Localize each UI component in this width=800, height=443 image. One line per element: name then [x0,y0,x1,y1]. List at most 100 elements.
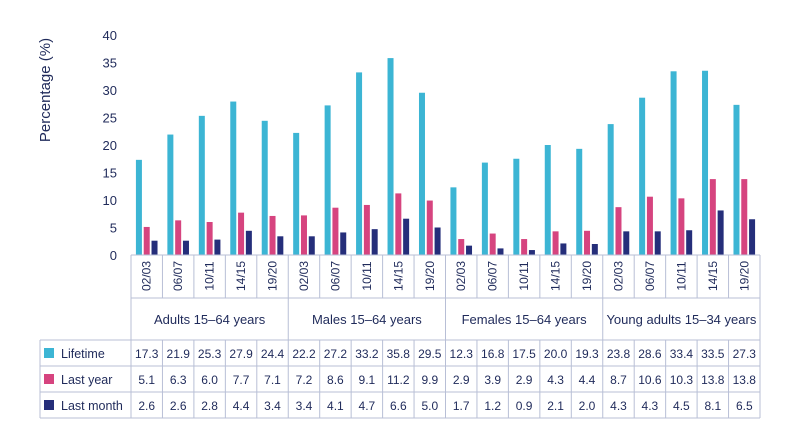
y-tick-label: 10 [103,193,117,208]
bar-lifetime [293,132,300,255]
legend-label: Last month [61,399,123,413]
table-cell: 2.9 [516,373,533,387]
bar-last-year [489,233,496,255]
x-tick-label: 19/20 [423,261,437,291]
bar-last-year [458,239,465,255]
bar-last-month [371,229,378,255]
group-label: Females 15–64 years [462,312,588,327]
bar-lifetime [450,187,457,255]
bar-last-month [466,245,473,255]
bar-last-month [182,240,189,255]
group-label: Adults 15–64 years [154,312,266,327]
bar-last-month [434,227,441,255]
x-tick-label: 19/20 [737,261,751,291]
bar-last-year [615,207,622,255]
table-cell: 9.1 [359,373,376,387]
bar-last-year [238,212,245,255]
table-cell: 27.9 [229,347,253,361]
table-cell: 29.5 [418,347,442,361]
group-label: Males 15–64 years [312,312,422,327]
bar-lifetime [639,97,646,255]
bar-last-month [308,236,315,255]
x-tick-label: 10/11 [517,261,531,290]
table-cell: 2.0 [579,399,596,413]
table-cell: 10.3 [670,373,694,387]
bar-last-year [363,204,370,255]
table-cell: 2.6 [170,399,187,413]
x-tick-label: 06/07 [486,261,500,291]
bar-last-month [403,218,410,255]
x-tick-label: 19/20 [266,261,280,291]
y-tick-label: 40 [103,28,117,43]
x-tick-label: 02/03 [612,261,626,291]
table-cell: 1.7 [453,399,470,413]
bar-last-month [686,230,693,255]
x-tick-label: 06/07 [643,261,657,291]
bar-last-month [717,210,724,255]
bar-last-month [151,240,158,255]
group-label: Young adults 15–34 years [606,312,756,327]
bar-last-year [584,230,591,255]
table-cell: 4.4 [233,399,250,413]
x-tick-label: 10/11 [360,261,374,290]
table-cell: 23.8 [607,347,631,361]
bar-lifetime [261,120,268,255]
table-cell: 1.2 [484,399,501,413]
bar-lifetime [702,70,709,255]
x-tick-label: 02/03 [297,261,311,291]
legend-label: Lifetime [61,347,105,361]
bar-lifetime [167,134,174,255]
bar-last-month [340,232,347,255]
bar-lifetime [356,72,363,256]
x-tick-label: 02/03 [454,261,468,291]
y-tick-label: 20 [103,138,117,153]
x-tick-label: 14/15 [391,261,405,291]
table-cell: 28.6 [638,347,662,361]
x-tick-label: 19/20 [580,261,594,291]
table-cell: 4.3 [642,399,659,413]
table-cell: 5.0 [421,399,438,413]
table-cell: 8.1 [704,399,721,413]
bar-last-year [395,193,402,255]
bar-lifetime [198,115,205,255]
table-cell: 2.8 [201,399,218,413]
bar-lifetime [135,159,142,255]
table-cell: 25.3 [198,347,222,361]
table-cell: 7.2 [296,373,313,387]
bar-last-month [497,248,504,255]
bar-last-year [300,215,307,255]
x-tick-label: 14/15 [234,261,248,291]
table-cell: 12.3 [450,347,474,361]
table-cell: 33.4 [670,347,694,361]
bar-last-month [245,230,252,255]
y-axis-label: Percentage (%) [37,38,54,142]
x-tick-label: 14/15 [549,261,563,291]
bar-lifetime [513,158,520,255]
bar-last-year [269,215,276,255]
legend-swatch [44,348,54,358]
bar-last-month [214,239,221,255]
bar-last-year [646,196,653,255]
table-cell: 4.3 [547,373,564,387]
table-cell: 27.3 [733,347,757,361]
bar-last-year [521,239,528,255]
bar-last-month [528,250,535,255]
table-cell: 21.9 [167,347,191,361]
y-tick-label: 30 [103,83,117,98]
table-cell: 24.4 [261,347,285,361]
table-cell: 33.5 [701,347,725,361]
bar-last-year [741,179,748,255]
table-cell: 20.0 [544,347,568,361]
bar-last-year [143,226,150,255]
legend-label: Last year [61,373,112,387]
bar-last-month [654,231,661,255]
legend-swatch [44,374,54,384]
table-cell: 4.3 [610,399,627,413]
bar-lifetime [418,92,425,255]
table-cell: 2.1 [547,399,564,413]
table-cell: 27.2 [324,347,348,361]
table-cell: 33.2 [355,347,379,361]
table-cell: 6.0 [201,373,218,387]
